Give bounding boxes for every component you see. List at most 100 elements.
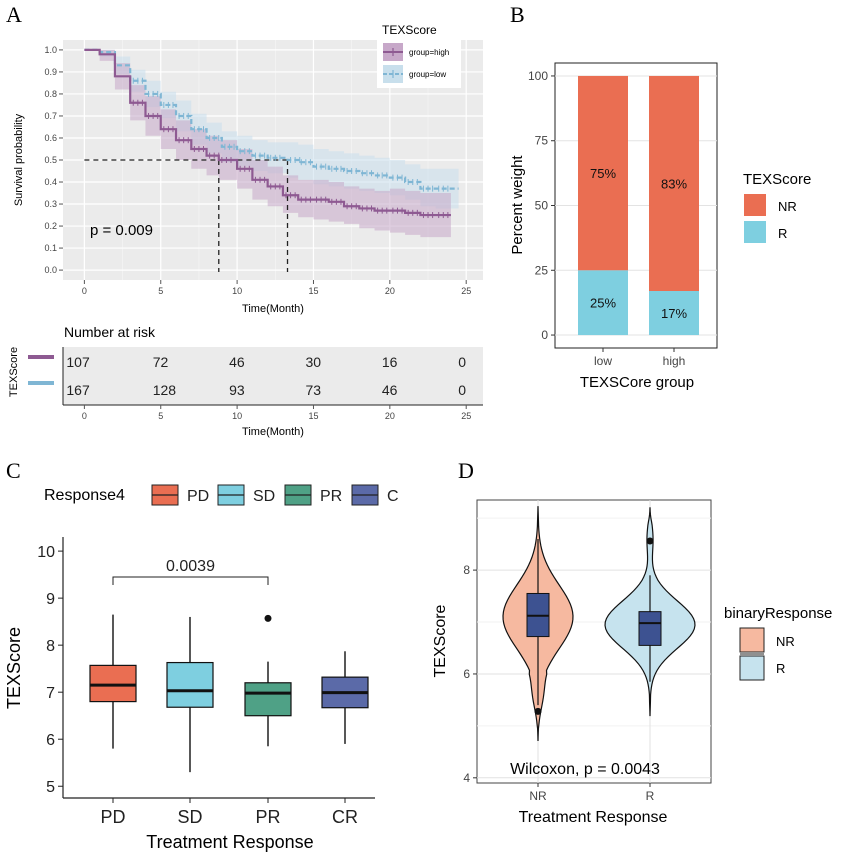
significance-label: 0.0039 — [166, 558, 215, 575]
violin-ylabel: TEXScore — [432, 604, 449, 677]
violin-legend-key-r — [739, 655, 765, 681]
km-xtick-label: 20 — [385, 286, 395, 296]
box-xtick-label: CR — [332, 807, 358, 827]
box-legend-label-sd: SD — [253, 488, 275, 505]
km-ytick-label: 0.7 — [44, 111, 57, 121]
bar-ytick-label: 50 — [535, 199, 549, 213]
box-legend-label-pd: PD — [187, 488, 209, 505]
risk-key-low — [28, 381, 54, 385]
km-legend-title: TEXScore — [382, 23, 437, 37]
violin-legend-label-r: R — [776, 661, 785, 676]
km-curve-low — [84, 48, 459, 190]
km-ytick-label: 0.4 — [44, 177, 57, 187]
km-legend-label-low: group=low — [409, 70, 446, 79]
km-pvalue: p = 0.009 — [90, 222, 153, 239]
bar-ytick-label: 0 — [541, 328, 548, 342]
km-ytick-label: 1.0 — [44, 45, 57, 55]
risk-xtick-label: 10 — [232, 411, 242, 421]
box-ytick-label: 7 — [46, 685, 55, 702]
box-legend-label-c: C — [387, 488, 399, 505]
violin-legend-title: binaryResponse — [724, 605, 832, 622]
bar-xtick-label: low — [594, 354, 612, 368]
risk-cell-low: 0 — [458, 382, 466, 398]
bar-xtick-label: high — [663, 354, 686, 368]
km-ytick-label: 0.2 — [44, 221, 57, 231]
bar-legend-key-r — [744, 221, 766, 243]
km-xtick-label: 25 — [461, 286, 471, 296]
km-legend-label-high: group=high — [409, 48, 449, 57]
risk-cell-high: 30 — [305, 354, 321, 370]
bar-label-r-low: 25% — [590, 296, 616, 311]
km-curve-high — [84, 48, 451, 217]
risk-cell-low: 46 — [382, 382, 398, 398]
significance-bracket — [112, 576, 269, 585]
violin-legend: binaryResponse NR R — [724, 605, 832, 681]
box-outlier-pr — [264, 614, 272, 622]
bar-label-nr-high: 83% — [661, 176, 687, 191]
box-ylabel: TEXScore — [4, 627, 24, 709]
box-ytick-label: 10 — [37, 544, 55, 561]
risk-xtick-label: 25 — [461, 411, 471, 421]
km-legend: TEXScore group=high group=low — [377, 23, 461, 88]
box-pr — [244, 682, 292, 717]
km-xtick-label: 10 — [232, 286, 242, 296]
box-sd — [166, 661, 214, 708]
km-ytick-label: 0.3 — [44, 199, 57, 209]
km-ci-band-low — [84, 49, 459, 209]
risk-cell-high: 72 — [153, 354, 169, 370]
bar-legend-title: TEXScore — [743, 171, 811, 188]
violin-ytick-label: 4 — [463, 771, 470, 785]
risk-xtick-label: 0 — [82, 411, 87, 421]
box-ytick-label: 6 — [46, 732, 55, 749]
risk-cell-high: 46 — [229, 354, 245, 370]
box-xlabel: Treatment Response — [146, 832, 313, 852]
box-ytick-label: 5 — [46, 779, 55, 796]
risk-cell-low: 128 — [153, 382, 177, 398]
bar-ytick-label: 100 — [528, 69, 548, 83]
risk-cell-high: 107 — [66, 354, 90, 370]
violin-outlier-nr — [534, 707, 542, 715]
box-xtick-label: PD — [100, 807, 125, 827]
bar-xlabel: TEXSCore group — [580, 374, 694, 391]
km-ytick-label: 0.1 — [44, 243, 57, 253]
risk-xtick-label: 15 — [308, 411, 318, 421]
bar-legend-key-nr — [744, 194, 766, 216]
risk-key-high — [28, 355, 54, 359]
box-xtick-label: SD — [177, 807, 202, 827]
km-ylabel: Survival probability — [13, 113, 25, 206]
km-ytick-label: 0.9 — [44, 67, 57, 77]
panel-a-survival: 0 5 10 15 20 25 0.0 0.1 0.2 0.3 0.4 0.5 0.6 0.7 0.8 0.… — [8, 23, 483, 438]
panel-b-stacked-bar: 75% 25% 83% 17% 0 25 50 75 100 low high Percent … — [509, 62, 811, 391]
risk-cell-low: 93 — [229, 382, 245, 398]
box-xtick-label: PR — [255, 807, 280, 827]
bar-label-r-high: 17% — [661, 306, 687, 321]
risk-cell-low: 73 — [305, 382, 321, 398]
violin-box-r — [638, 611, 662, 646]
bar-ytick-label: 25 — [535, 263, 549, 277]
km-ytick-label: 0.0 — [44, 265, 57, 275]
violin-ytick-label: 6 — [463, 667, 470, 681]
km-ytick-label: 0.6 — [44, 133, 57, 143]
box-pd — [89, 664, 137, 703]
box-ytick-label: 8 — [46, 638, 55, 655]
risk-table-background — [63, 347, 483, 405]
violin-legend-label-nr: NR — [776, 634, 795, 649]
bar-label-nr-low: 75% — [590, 166, 616, 181]
km-xtick-label: 5 — [158, 286, 163, 296]
risk-xtick-label: 20 — [385, 411, 395, 421]
risk-table-title: Number at risk — [64, 324, 156, 340]
violin-xtick-label: R — [646, 789, 655, 803]
bar-ylabel: Percent weight — [509, 155, 526, 255]
risk-cell-high: 16 — [382, 354, 398, 370]
violin-xtick-label: NR — [529, 789, 547, 803]
bar-segment-r-high — [649, 291, 699, 336]
panel-letter-c: C — [6, 458, 21, 483]
panel-letter-a: A — [6, 2, 22, 27]
box-ytick-label: 9 — [46, 591, 55, 608]
box-legend-title: Response4 — [44, 487, 125, 504]
violin-legend-key-nr — [739, 627, 765, 653]
risk-xtick-label: 5 — [158, 411, 163, 421]
risk-table-ylabel: TEXScore — [8, 347, 20, 397]
violin-ytick-label: 8 — [463, 563, 470, 577]
